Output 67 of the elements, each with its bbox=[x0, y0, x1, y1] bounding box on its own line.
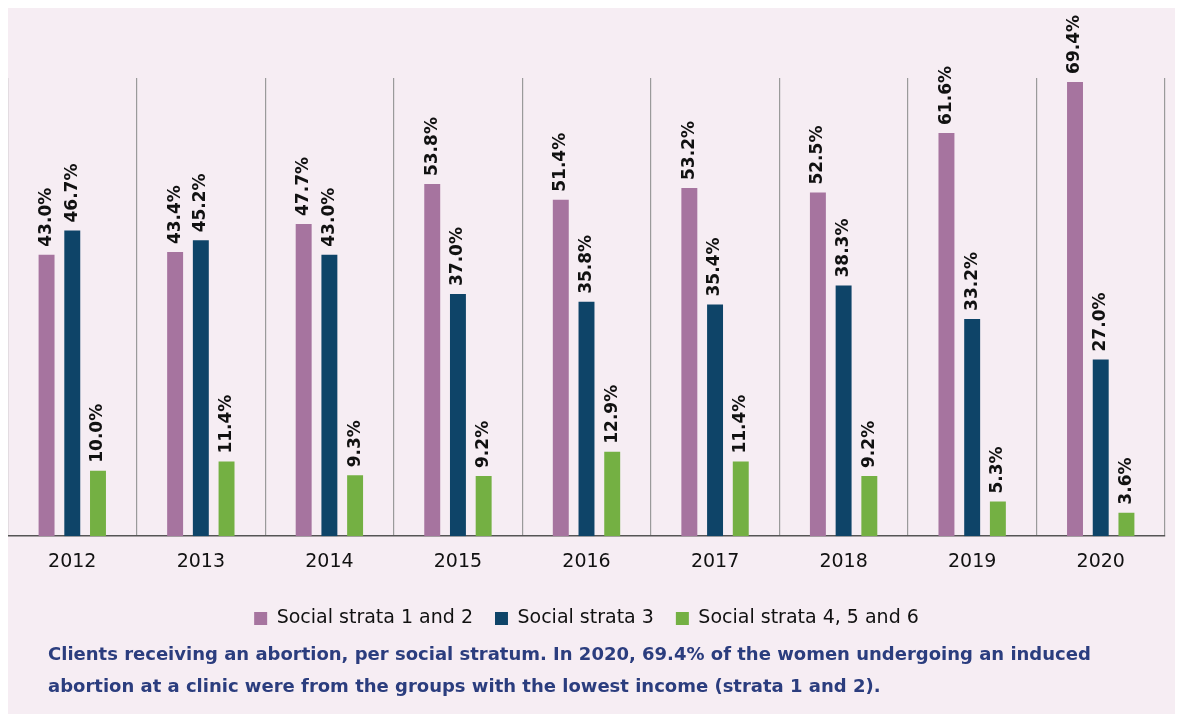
data-label: 9.2% bbox=[472, 420, 493, 468]
bar bbox=[475, 475, 492, 537]
x-tick-label: 2020 bbox=[1076, 548, 1125, 571]
text: Clients receiving an abortion, per social stratum. In 2020, 69.4% of the women undergoing an induced abortion at a clinic were from the groups with the lowest income (strata 1 and 2). bbox=[47, 642, 1092, 698]
x-tick-label: 2015 bbox=[433, 548, 483, 571]
data-label: 52.5% bbox=[806, 125, 827, 185]
bar bbox=[1067, 81, 1083, 537]
bar bbox=[192, 240, 209, 537]
data-label: 43.4% bbox=[163, 185, 184, 245]
bar bbox=[218, 461, 235, 537]
bar bbox=[861, 475, 878, 537]
bar bbox=[167, 252, 184, 537]
data-label: 5.3% bbox=[986, 446, 1007, 494]
bar bbox=[938, 132, 955, 537]
data-label: 35.8% bbox=[574, 234, 595, 294]
x-tick-label: 2018 bbox=[819, 548, 868, 571]
data-label: 35.4% bbox=[703, 237, 724, 297]
bar bbox=[90, 470, 106, 537]
bar bbox=[347, 475, 364, 537]
data-label: 47.7% bbox=[292, 156, 313, 216]
bar bbox=[578, 301, 595, 537]
data-label: 10.0% bbox=[86, 403, 107, 463]
bar bbox=[321, 254, 338, 537]
bar bbox=[809, 192, 826, 537]
legend-label: Social strata 1 and 2 bbox=[276, 605, 473, 628]
data-label: 53.8% bbox=[420, 117, 441, 177]
data-label: 69.4% bbox=[1063, 14, 1084, 74]
data-label: 43.0% bbox=[317, 187, 338, 247]
bar bbox=[732, 461, 749, 537]
data-label: 12.9% bbox=[600, 384, 621, 444]
bar bbox=[989, 501, 1006, 537]
bar bbox=[38, 254, 55, 537]
bar bbox=[681, 187, 698, 537]
x-tick-label: 2017 bbox=[690, 548, 740, 571]
data-label: 3.6% bbox=[1114, 457, 1135, 505]
bar bbox=[964, 318, 981, 537]
data-label: 27.0% bbox=[1089, 292, 1110, 352]
bar bbox=[707, 304, 724, 537]
data-label: 37.0% bbox=[446, 227, 467, 287]
x-tick-label: 2019 bbox=[947, 548, 997, 571]
legend-label: Social strata 3 bbox=[517, 605, 654, 628]
bar bbox=[424, 184, 441, 537]
x-tick-label: 2013 bbox=[176, 548, 226, 571]
data-label: 9.2% bbox=[857, 420, 878, 468]
data-label: 51.4% bbox=[549, 132, 570, 192]
data-label: 9.3% bbox=[343, 420, 364, 468]
bar bbox=[552, 199, 569, 537]
bar bbox=[449, 294, 466, 537]
legend-label: Social strata 4, 5 and 6 bbox=[698, 605, 919, 628]
bar bbox=[64, 230, 81, 537]
data-label: 11.4% bbox=[214, 394, 235, 454]
data-label: 45.2% bbox=[189, 173, 210, 233]
bar bbox=[1118, 512, 1135, 537]
data-label: 46.7% bbox=[60, 163, 81, 223]
x-tick-label: 2014 bbox=[305, 548, 354, 571]
bar bbox=[295, 223, 312, 537]
bar bbox=[835, 285, 852, 537]
x-tick-label: 2016 bbox=[562, 548, 611, 571]
data-label: 11.4% bbox=[729, 394, 750, 454]
data-label: 61.6% bbox=[934, 66, 955, 125]
bar bbox=[604, 451, 621, 537]
data-label: 38.3% bbox=[832, 218, 853, 278]
data-label: 53.2% bbox=[677, 120, 698, 180]
bar bbox=[1092, 359, 1109, 537]
x-tick-label: 2012 bbox=[48, 548, 97, 571]
data-label: 33.2% bbox=[960, 251, 981, 311]
data-label: 43.0% bbox=[34, 187, 55, 247]
